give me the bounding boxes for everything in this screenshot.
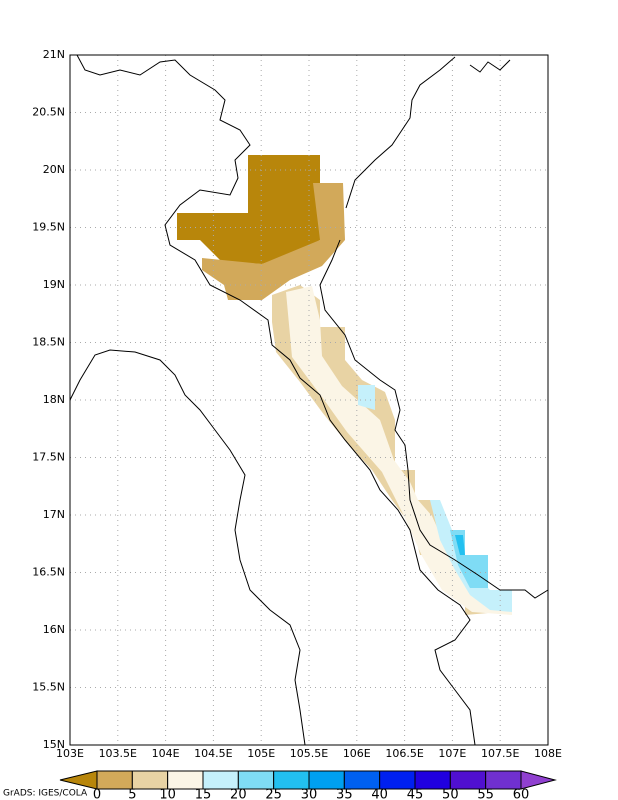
colorbar-segment [308, 770, 345, 790]
credit: GrADS: IGES/COLA [3, 789, 88, 799]
colorbar-left [59, 770, 98, 790]
lon-label: 106.5E [385, 747, 423, 760]
lon-label: 108E [534, 747, 562, 760]
colorbar-segment [96, 770, 133, 790]
coastlines [69, 54, 549, 746]
colorbar-segment [379, 770, 416, 790]
lon-label: 106E [343, 747, 371, 760]
lon-label: 107E [438, 747, 466, 760]
colorbar-segment [449, 770, 487, 790]
lat-label: 19.5N [32, 221, 65, 234]
lat-label: 16N [43, 623, 65, 636]
colorbar-label: 0 [93, 788, 101, 800]
shade-cream [286, 286, 512, 615]
colorbar-segment [202, 770, 239, 790]
map-frame [69, 54, 549, 746]
colorbar-label: 50 [442, 788, 459, 800]
colorbar-label: 30 [301, 788, 318, 800]
lon-label: 103.5E [99, 747, 137, 760]
colorbar-right [520, 770, 557, 790]
shade-dark [177, 155, 320, 264]
colorbar-segment [237, 770, 275, 790]
colorbar-label: 45 [407, 788, 424, 800]
colorbar-label: 60 [513, 788, 530, 800]
shade-cyan-2 [430, 500, 512, 612]
colorbar-label: 25 [265, 788, 282, 800]
shade-cyan-1 [358, 385, 375, 410]
colorbar-segment [167, 770, 204, 790]
colorbar-label: 15 [195, 788, 212, 800]
grid [70, 55, 548, 745]
lat-label: 15.5N [32, 681, 65, 694]
colorbar-label: 5 [128, 788, 136, 800]
lon-label: 104E [152, 747, 180, 760]
lat-label: 15N [43, 738, 65, 751]
colorbar-label: 10 [159, 788, 176, 800]
colorbar-segment [414, 770, 451, 790]
border [69, 349, 306, 746]
lon-label: 105.5E [290, 747, 328, 760]
colorbar-segment [485, 770, 522, 790]
colorbar-segment [343, 770, 381, 790]
lon-label: 105E [247, 747, 275, 760]
lat-label: 17.5N [32, 451, 65, 464]
shading [177, 155, 512, 615]
lat-label: 18N [43, 393, 65, 406]
lat-label: 17N [43, 508, 65, 521]
coastline [469, 59, 511, 73]
lat-label: 20N [43, 163, 65, 176]
colorbar: 0 5 10 15 20 25 30 35 40 45 50 55 60 [59, 770, 557, 800]
border [76, 54, 476, 746]
colorbar-label: 55 [477, 788, 494, 800]
lat-label: 21N [43, 48, 65, 61]
lat-label: 20.5N [32, 106, 65, 119]
lon-label: 103E [56, 747, 84, 760]
colorbar-label: 40 [371, 788, 388, 800]
colorbar-segment [273, 770, 310, 790]
lon-label: 107.5E [481, 747, 519, 760]
lat-label: 19N [43, 278, 65, 291]
coastline [319, 239, 549, 599]
shade-blue-2 [455, 535, 465, 555]
coastline [345, 56, 456, 209]
colorbar-segment [131, 770, 169, 790]
axis-labels: 21N 20.5N 20N 19.5N 19N 18.5N 18N 17.5N 17N 16.5N… [32, 48, 562, 760]
lat-label: 18.5N [32, 336, 65, 349]
lat-label: 16.5N [32, 566, 65, 579]
colorbar-label: 35 [336, 788, 353, 800]
lon-label: 104.5E [194, 747, 232, 760]
colorbar-label: 20 [230, 788, 247, 800]
